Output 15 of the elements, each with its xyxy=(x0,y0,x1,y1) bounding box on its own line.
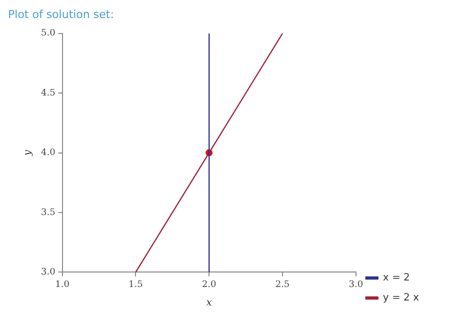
x-tick-label: 3.0 xyxy=(348,280,364,290)
x-tick-label: 2.0 xyxy=(202,280,217,290)
x-tick-label: 1.0 xyxy=(55,280,70,290)
chart-title: Plot of solution set: xyxy=(8,8,115,21)
legend-label: x = 2 xyxy=(382,272,410,284)
legend-label: y = 2 x xyxy=(382,292,420,304)
x-axis-title: x xyxy=(206,298,212,309)
y-tick-label: 4.5 xyxy=(40,88,56,98)
y-tick-label: 3.5 xyxy=(40,208,56,218)
y-tick-label: 4.0 xyxy=(40,148,56,158)
x-tick-label: 1.5 xyxy=(128,280,144,290)
y-axis-title: y xyxy=(22,150,34,157)
y-tick-label: 3.0 xyxy=(40,268,56,278)
y-tick-label: 5.0 xyxy=(40,28,56,39)
x-tick-label: 2.5 xyxy=(275,280,290,290)
